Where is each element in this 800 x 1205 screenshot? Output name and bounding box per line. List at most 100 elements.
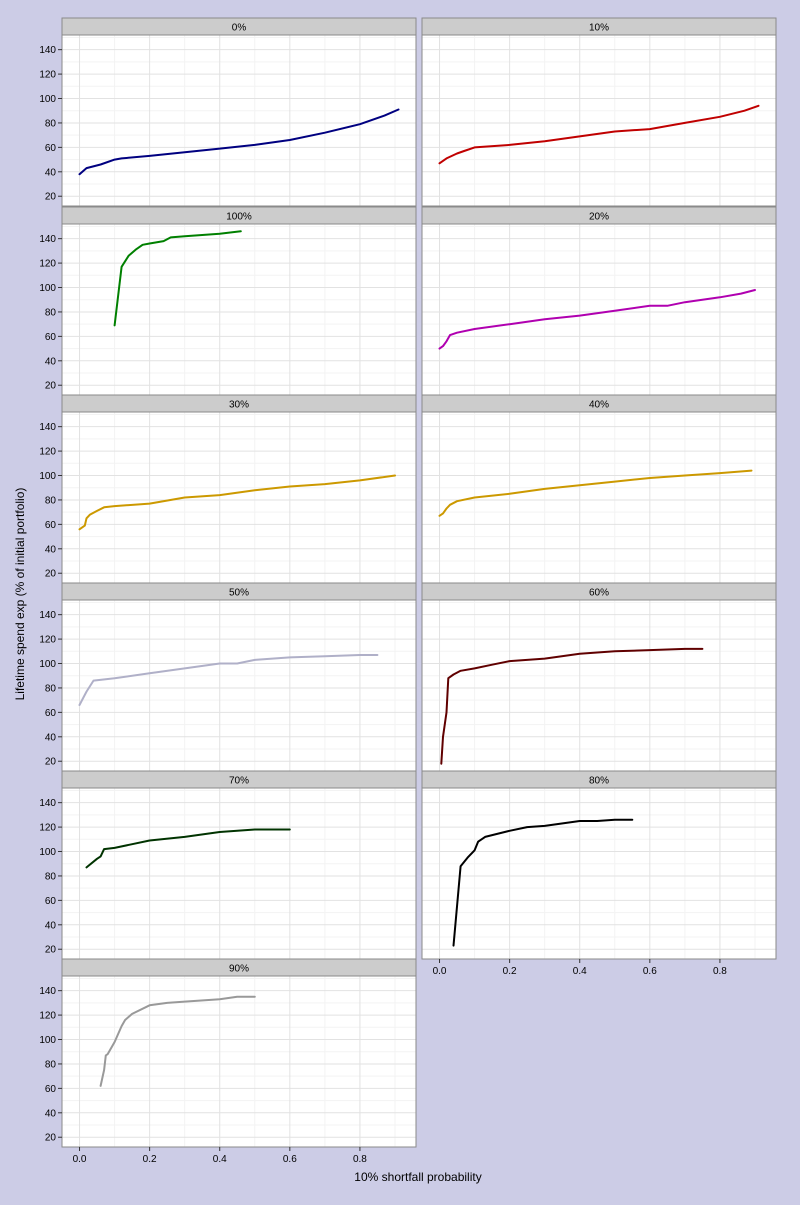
y-tick-label: 20 xyxy=(45,945,57,956)
x-tick-label: 0.0 xyxy=(73,1154,87,1165)
facet-panel: 10% xyxy=(421,17,777,207)
x-tick-label: 0.4 xyxy=(573,966,587,977)
facet-panel: 70% 20 40 60 80 100 120 140 xyxy=(39,770,417,960)
y-tick-label: 40 xyxy=(45,920,57,931)
y-tick-label: 20 xyxy=(45,381,57,392)
facet-strip-label: 10% xyxy=(589,23,609,34)
y-tick-label: 120 xyxy=(39,70,56,81)
series-line xyxy=(438,104,760,165)
y-tick-label: 120 xyxy=(39,447,56,458)
y-tick-label: 40 xyxy=(45,1108,57,1119)
y-tick-label: 40 xyxy=(45,732,57,743)
y-tick-label: 140 xyxy=(39,798,56,809)
plot-background xyxy=(62,412,416,583)
y-tick-label: 120 xyxy=(39,1011,56,1022)
y-tick-label: 100 xyxy=(39,283,56,294)
facet-strip-label: 80% xyxy=(589,776,609,787)
plot-background xyxy=(422,788,776,959)
plot-background xyxy=(422,35,776,206)
x-tick-label: 0.6 xyxy=(283,1154,297,1165)
y-tick-label: 40 xyxy=(45,167,57,178)
y-tick-label: 100 xyxy=(39,847,56,858)
x-tick-label: 0.2 xyxy=(143,1154,157,1165)
y-tick-label: 100 xyxy=(39,1035,56,1046)
facet-panel: 60% xyxy=(421,582,777,772)
y-tick-label: 140 xyxy=(39,610,56,621)
y-tick-label: 40 xyxy=(45,356,57,367)
plot-background xyxy=(62,600,416,771)
y-tick-label: 80 xyxy=(45,871,57,882)
plot-background xyxy=(422,600,776,771)
plot-background xyxy=(62,976,416,1147)
series-line xyxy=(78,474,396,531)
y-tick-label: 20 xyxy=(45,192,57,203)
y-tick-label: 100 xyxy=(39,471,56,482)
facet-panel: 50% 20 40 60 80 100 120 140 xyxy=(39,582,417,772)
facet-panel: 20% xyxy=(421,206,777,396)
facet-strip-label: 0% xyxy=(232,23,247,34)
facet-strip-label: 60% xyxy=(589,588,609,599)
plot-background xyxy=(62,35,416,206)
facet-strip-label: 20% xyxy=(589,212,609,223)
series-line xyxy=(85,828,291,869)
series-line xyxy=(440,647,704,765)
x-tick-label: 0.0 xyxy=(433,966,447,977)
series-line xyxy=(438,469,753,517)
x-tick-label: 0.8 xyxy=(713,966,727,977)
series-line xyxy=(78,654,379,706)
facet-panel: 30% 20 40 60 80 100 120 140 xyxy=(39,394,417,584)
y-tick-label: 80 xyxy=(45,1059,57,1070)
y-tick-label: 60 xyxy=(45,520,57,531)
y-tick-label: 60 xyxy=(45,1084,57,1095)
facet-strip-label: 90% xyxy=(229,964,249,975)
facet-strip-label: 30% xyxy=(229,400,249,411)
y-tick-label: 120 xyxy=(39,635,56,646)
plot-background xyxy=(62,788,416,959)
y-tick-label: 140 xyxy=(39,422,56,433)
x-axis-title: 10% shortfall probability xyxy=(354,1170,481,1184)
facet-strip-label: 50% xyxy=(229,588,249,599)
panel-border xyxy=(61,975,417,1148)
panel-border xyxy=(61,34,417,207)
y-tick-label: 120 xyxy=(39,259,56,270)
facet-panel: 40% xyxy=(421,394,777,584)
plot-background xyxy=(422,224,776,395)
x-tick-label: 0.2 xyxy=(503,966,517,977)
panel-border xyxy=(421,787,777,960)
y-tick-label: 60 xyxy=(45,708,57,719)
facet-panel: 90% 20 40 60 80 100 120 140 xyxy=(39,958,417,1148)
y-tick-label: 80 xyxy=(45,495,57,506)
y-tick-label: 20 xyxy=(45,757,57,768)
facet-strip-label: 70% xyxy=(229,776,249,787)
series-line xyxy=(78,108,400,176)
y-tick-label: 20 xyxy=(45,1133,57,1144)
y-tick-label: 60 xyxy=(45,332,57,343)
y-tick-label: 140 xyxy=(39,45,56,56)
x-tick-label: 0.4 xyxy=(213,1154,227,1165)
y-axis-title: Lifetime spend exp (% of initial portfol… xyxy=(13,488,27,701)
y-tick-label: 80 xyxy=(45,118,57,129)
facet-panel: 100% 20 40 60 80 100 120 140 xyxy=(39,206,417,396)
y-tick-label: 100 xyxy=(39,659,56,670)
panel-border xyxy=(421,34,777,207)
plot-background xyxy=(62,224,416,395)
facet-panel: 0% 20 40 60 80 100 120 140 xyxy=(39,17,417,207)
y-tick-label: 100 xyxy=(39,94,56,105)
y-tick-label: 40 xyxy=(45,544,57,555)
x-tick-label: 0.8 xyxy=(353,1154,367,1165)
series-line xyxy=(99,995,256,1087)
facet-strip-label: 100% xyxy=(226,212,252,223)
y-tick-label: 120 xyxy=(39,823,56,834)
series-line xyxy=(452,818,634,947)
y-tick-label: 60 xyxy=(45,896,57,907)
y-tick-label: 140 xyxy=(39,986,56,997)
facet-panel: 80% xyxy=(421,770,777,960)
y-tick-label: 140 xyxy=(39,234,56,245)
x-tick-label: 0.6 xyxy=(643,966,657,977)
facet-strip-label: 40% xyxy=(589,400,609,411)
y-tick-label: 60 xyxy=(45,143,57,154)
series-line xyxy=(438,289,756,350)
series-line xyxy=(113,230,242,327)
